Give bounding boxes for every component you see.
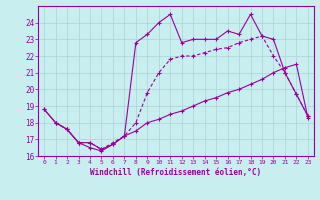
X-axis label: Windchill (Refroidissement éolien,°C): Windchill (Refroidissement éolien,°C) <box>91 168 261 177</box>
